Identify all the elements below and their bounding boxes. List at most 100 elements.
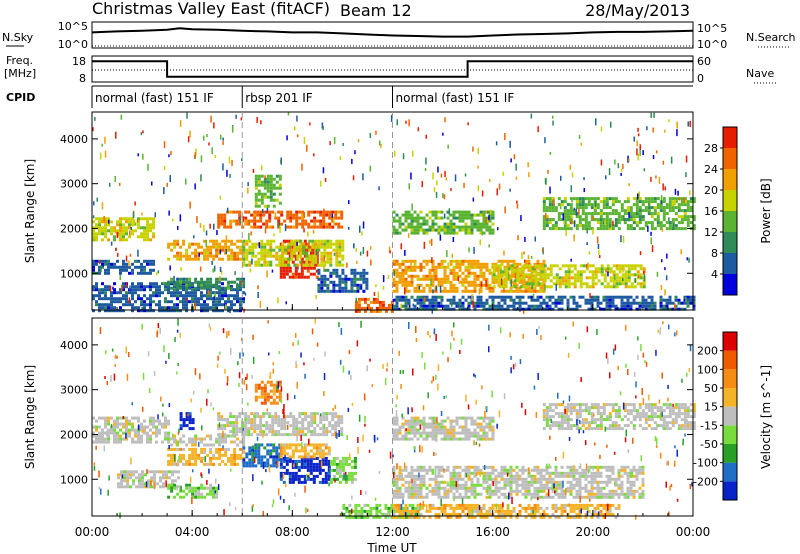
data-cell: [614, 212, 618, 216]
data-cell: [155, 434, 158, 438]
data-cell: [220, 415, 224, 419]
data-cell: [605, 512, 609, 516]
data-cell: [540, 270, 544, 274]
data-cell: [272, 192, 276, 196]
data-cell: [437, 515, 441, 519]
data-cell: [557, 301, 561, 305]
data-cell: [116, 297, 119, 301]
data-cell: [344, 289, 348, 293]
data-cell: [680, 218, 684, 222]
data-cell: [422, 289, 426, 293]
data-cell: [404, 286, 408, 290]
data-cell: [191, 456, 195, 460]
data-cell: [359, 271, 363, 275]
data-cell: [488, 307, 492, 311]
data-cell: [431, 304, 435, 308]
data-cell: [263, 180, 267, 184]
noise-cell: [503, 287, 505, 293]
data-cell: [416, 509, 420, 513]
data-cell: [594, 270, 598, 274]
data-cell: [452, 268, 456, 272]
noise-cell: [241, 158, 243, 162]
noise-cell: [169, 265, 171, 271]
data-cell: [542, 307, 546, 311]
data-cell: [482, 506, 486, 510]
noise-cell: [210, 115, 212, 123]
data-cell: [644, 224, 648, 228]
data-cell: [331, 427, 335, 431]
noise-cell: [258, 242, 261, 249]
data-cell: [185, 248, 189, 252]
data-cell: [324, 471, 328, 475]
data-cell: [209, 251, 213, 255]
data-cell: [408, 512, 412, 516]
data-cell: [268, 415, 272, 419]
data-cell: [135, 476, 138, 480]
data-cell: [407, 259, 411, 263]
data-cell: [122, 223, 125, 227]
data-cell: [482, 213, 486, 217]
data-cell: [392, 434, 396, 438]
data-cell: [319, 415, 323, 419]
data-cell: [167, 459, 171, 463]
data-cell: [440, 225, 444, 229]
data-cell: [194, 248, 198, 252]
data-cell: [104, 220, 107, 224]
data-cell: [461, 228, 465, 232]
data-cell: [203, 303, 206, 307]
data-cell: [534, 276, 538, 280]
data-cell: [416, 283, 420, 287]
data-cell: [316, 219, 320, 223]
data-cell: [605, 215, 609, 219]
data-cell: [578, 203, 582, 207]
data-cell: [158, 291, 161, 295]
data-cell: [497, 301, 501, 305]
data-cell: [232, 219, 236, 223]
data-cell: [235, 415, 239, 419]
data-cell: [155, 425, 158, 429]
data-cell: [569, 203, 573, 207]
data-cell: [227, 286, 231, 290]
data-cell: [419, 298, 423, 302]
data-cell: [119, 437, 122, 441]
data-cell: [277, 433, 281, 437]
data-cell: [461, 262, 465, 266]
data-cell: [461, 509, 465, 513]
noise-cell: [213, 122, 215, 129]
data-cell: [497, 509, 501, 513]
data-cell: [387, 509, 391, 513]
data-cell: [194, 280, 198, 284]
data-cell: [563, 503, 567, 507]
noise-cell: [179, 119, 182, 127]
data-cell: [534, 270, 538, 274]
data-cell: [266, 380, 270, 384]
noise-cell: [578, 134, 581, 139]
data-cell: [265, 222, 269, 226]
data-cell: [149, 271, 152, 275]
data-cell: [375, 503, 379, 507]
data-cell: [191, 453, 195, 457]
data-cell: [212, 242, 216, 246]
data-cell: [239, 447, 243, 451]
data-cell: [494, 280, 498, 284]
data-cell: [134, 440, 137, 444]
data-cell: [295, 213, 299, 217]
data-cell: [590, 304, 594, 308]
data-cell: [279, 446, 283, 450]
data-cell: [548, 218, 552, 222]
data-cell: [182, 418, 186, 422]
data-cell: [134, 291, 137, 295]
data-cell: [176, 443, 180, 447]
data-cell: [322, 418, 326, 422]
data-cell: [479, 304, 483, 308]
noise-cell: [125, 255, 128, 262]
data-cell: [321, 477, 325, 481]
data-cell: [668, 221, 672, 225]
noise-cell: [206, 134, 208, 137]
data-cell: [306, 477, 310, 481]
data-cell: [425, 231, 429, 235]
cpid-segment-2: normal (fast) 151 IF: [396, 91, 515, 105]
data-cell: [404, 431, 408, 435]
data-cell: [398, 425, 402, 429]
noise-cell: [301, 163, 303, 171]
